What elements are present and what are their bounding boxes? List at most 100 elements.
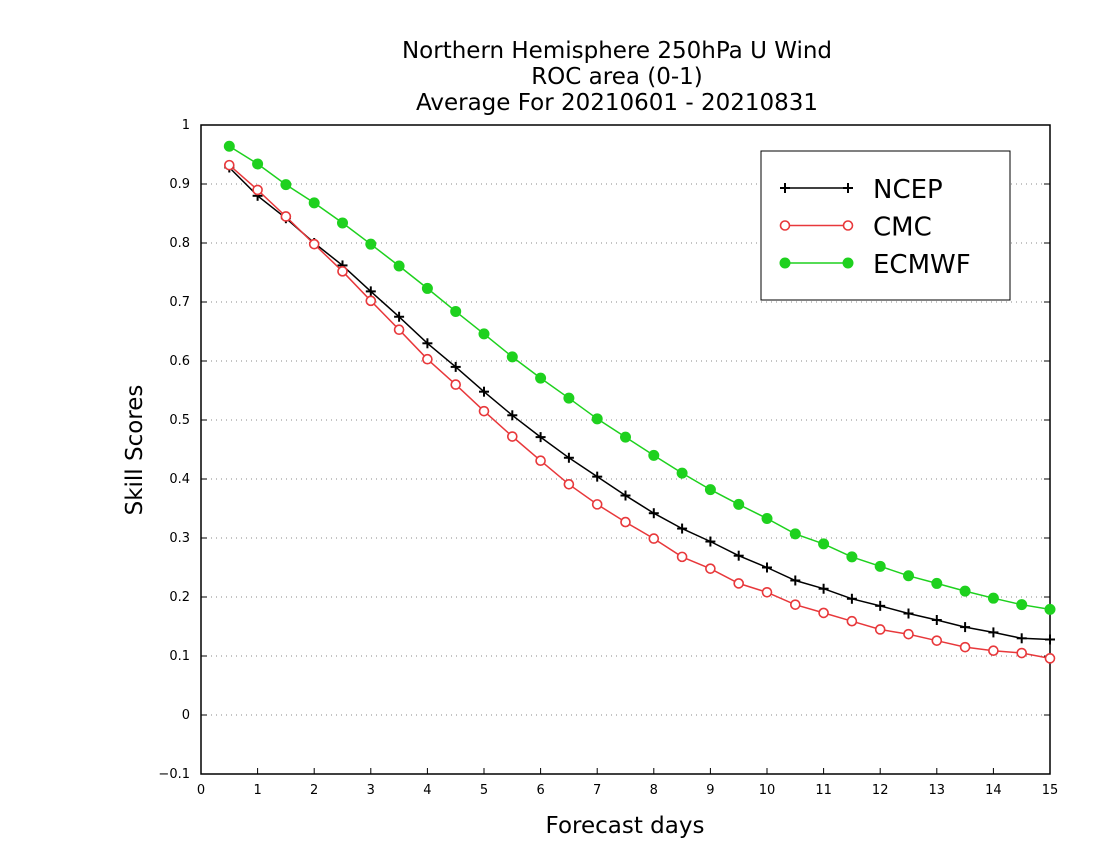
cmc-point xyxy=(648,533,660,544)
cmc-point xyxy=(224,159,235,171)
y-axis-label: Skill Scores xyxy=(122,385,148,516)
legend-marker xyxy=(780,183,790,193)
ecmwf-point xyxy=(506,351,518,363)
series-layer xyxy=(223,140,1056,664)
ncep-point xyxy=(422,338,433,349)
ncep-point xyxy=(903,608,914,619)
ecmwf-point xyxy=(789,528,801,540)
cmc-point xyxy=(676,551,688,563)
legend-item-cmc: CMC xyxy=(779,213,932,243)
y-tick-label: 0 xyxy=(182,708,190,723)
cmc-point xyxy=(959,641,971,653)
ecmwf-point xyxy=(252,158,264,170)
ncep-point xyxy=(875,600,886,611)
plot-frame xyxy=(200,124,1051,775)
ncep-point xyxy=(592,471,603,482)
x-tick-label: 7 xyxy=(593,783,601,798)
x-tick-label: 10 xyxy=(759,783,776,798)
y-tick-label: 0.7 xyxy=(169,295,190,310)
legend-label: NCEP xyxy=(873,175,943,205)
cmc-point xyxy=(874,624,886,635)
cmc-point xyxy=(1016,647,1028,659)
ecmwf-point xyxy=(450,305,462,317)
ecmwf-point xyxy=(478,328,490,340)
cmc-point xyxy=(535,455,546,467)
ncep-point xyxy=(563,452,574,463)
cmc-point xyxy=(705,563,716,574)
x-tick-label: 5 xyxy=(480,783,488,798)
x-tick-label: 1 xyxy=(253,783,261,798)
ncep-point xyxy=(931,615,942,626)
ncep-point xyxy=(507,410,518,421)
cmc-point xyxy=(733,578,745,589)
ecmwf-point xyxy=(535,372,547,384)
ecmwf-point xyxy=(676,467,688,479)
ncep-point xyxy=(365,286,376,297)
series-ecmwf xyxy=(223,140,1056,615)
y-tick-label: 0.9 xyxy=(169,177,190,192)
x-tick-label: 15 xyxy=(1042,783,1059,798)
cmc-point xyxy=(450,379,462,390)
cmc-point xyxy=(988,645,999,656)
cmc-point xyxy=(393,324,405,336)
ecmwf-point xyxy=(761,513,773,525)
x-tick-label: 8 xyxy=(650,783,658,798)
y-tick-label: 0.5 xyxy=(169,413,190,428)
chart-title: Northern Hemisphere 250hPa U Wind ROC ar… xyxy=(402,38,832,116)
ecmwf-point xyxy=(846,551,858,563)
cmc-point xyxy=(563,479,575,490)
ncep-point xyxy=(1016,633,1027,644)
x-tick-label: 3 xyxy=(367,783,375,798)
y-tick-label: 0.8 xyxy=(169,236,190,251)
ncep-point xyxy=(620,490,631,501)
ecmwf-point xyxy=(620,431,631,443)
ecmwf-point xyxy=(421,282,433,294)
ncep-point xyxy=(648,508,659,519)
y-tick-label: 0.2 xyxy=(169,590,190,605)
ecmwf-point xyxy=(704,484,716,496)
cmc-point xyxy=(761,586,773,598)
cmc-point xyxy=(308,238,320,250)
ecmwf-point xyxy=(223,140,235,152)
cmc-point xyxy=(422,353,433,365)
ncep-point xyxy=(762,562,772,573)
x-tick-label: 11 xyxy=(815,783,832,798)
cmc-point xyxy=(478,405,490,417)
ecmwf-point xyxy=(874,560,886,572)
x-tick-label: 13 xyxy=(929,783,946,798)
ecmwf-point xyxy=(1044,603,1056,615)
legend-label: ECMWF xyxy=(873,250,971,280)
x-tick-label: 4 xyxy=(423,783,431,798)
y-tick-label: −0.1 xyxy=(158,767,190,782)
ecmwf-point xyxy=(563,392,575,404)
y-tick-label: 0.4 xyxy=(169,472,190,487)
ecmwf-point xyxy=(337,217,348,229)
ecmwf-point xyxy=(931,577,943,589)
y-tick-label: 0.3 xyxy=(169,531,190,546)
x-axis-label: Forecast days xyxy=(546,813,705,839)
ecmwf-point xyxy=(308,197,320,209)
x-tick-label: 9 xyxy=(706,783,714,798)
ncep-point xyxy=(450,361,461,372)
legend-item-ncep: NCEP xyxy=(780,175,943,205)
x-tick-label: 0 xyxy=(197,783,205,798)
cmc-point xyxy=(846,615,858,627)
legend-marker xyxy=(779,220,791,231)
ncep-point xyxy=(479,386,489,397)
ecmwf-point xyxy=(903,570,914,582)
ncep-point xyxy=(394,311,405,322)
cmc-point xyxy=(818,607,829,619)
legend-marker xyxy=(842,257,854,269)
ncep-point xyxy=(733,550,744,561)
axis-ticks: −0.100.10.20.30.40.50.60.70.80.910 1 2 3 4 5 6… xyxy=(158,118,1058,798)
ncep-point xyxy=(846,593,857,604)
title-line-2: ROC area (0-1) xyxy=(531,64,703,90)
cmc-point xyxy=(252,184,263,196)
legend-marker xyxy=(842,220,854,231)
x-tick-label: 6 xyxy=(536,783,544,798)
cmc-point xyxy=(506,431,518,442)
y-tick-label: 0.6 xyxy=(169,354,190,369)
ncep-point xyxy=(1045,634,1055,645)
ecmwf-point xyxy=(280,179,292,191)
legend-marker xyxy=(843,183,853,193)
